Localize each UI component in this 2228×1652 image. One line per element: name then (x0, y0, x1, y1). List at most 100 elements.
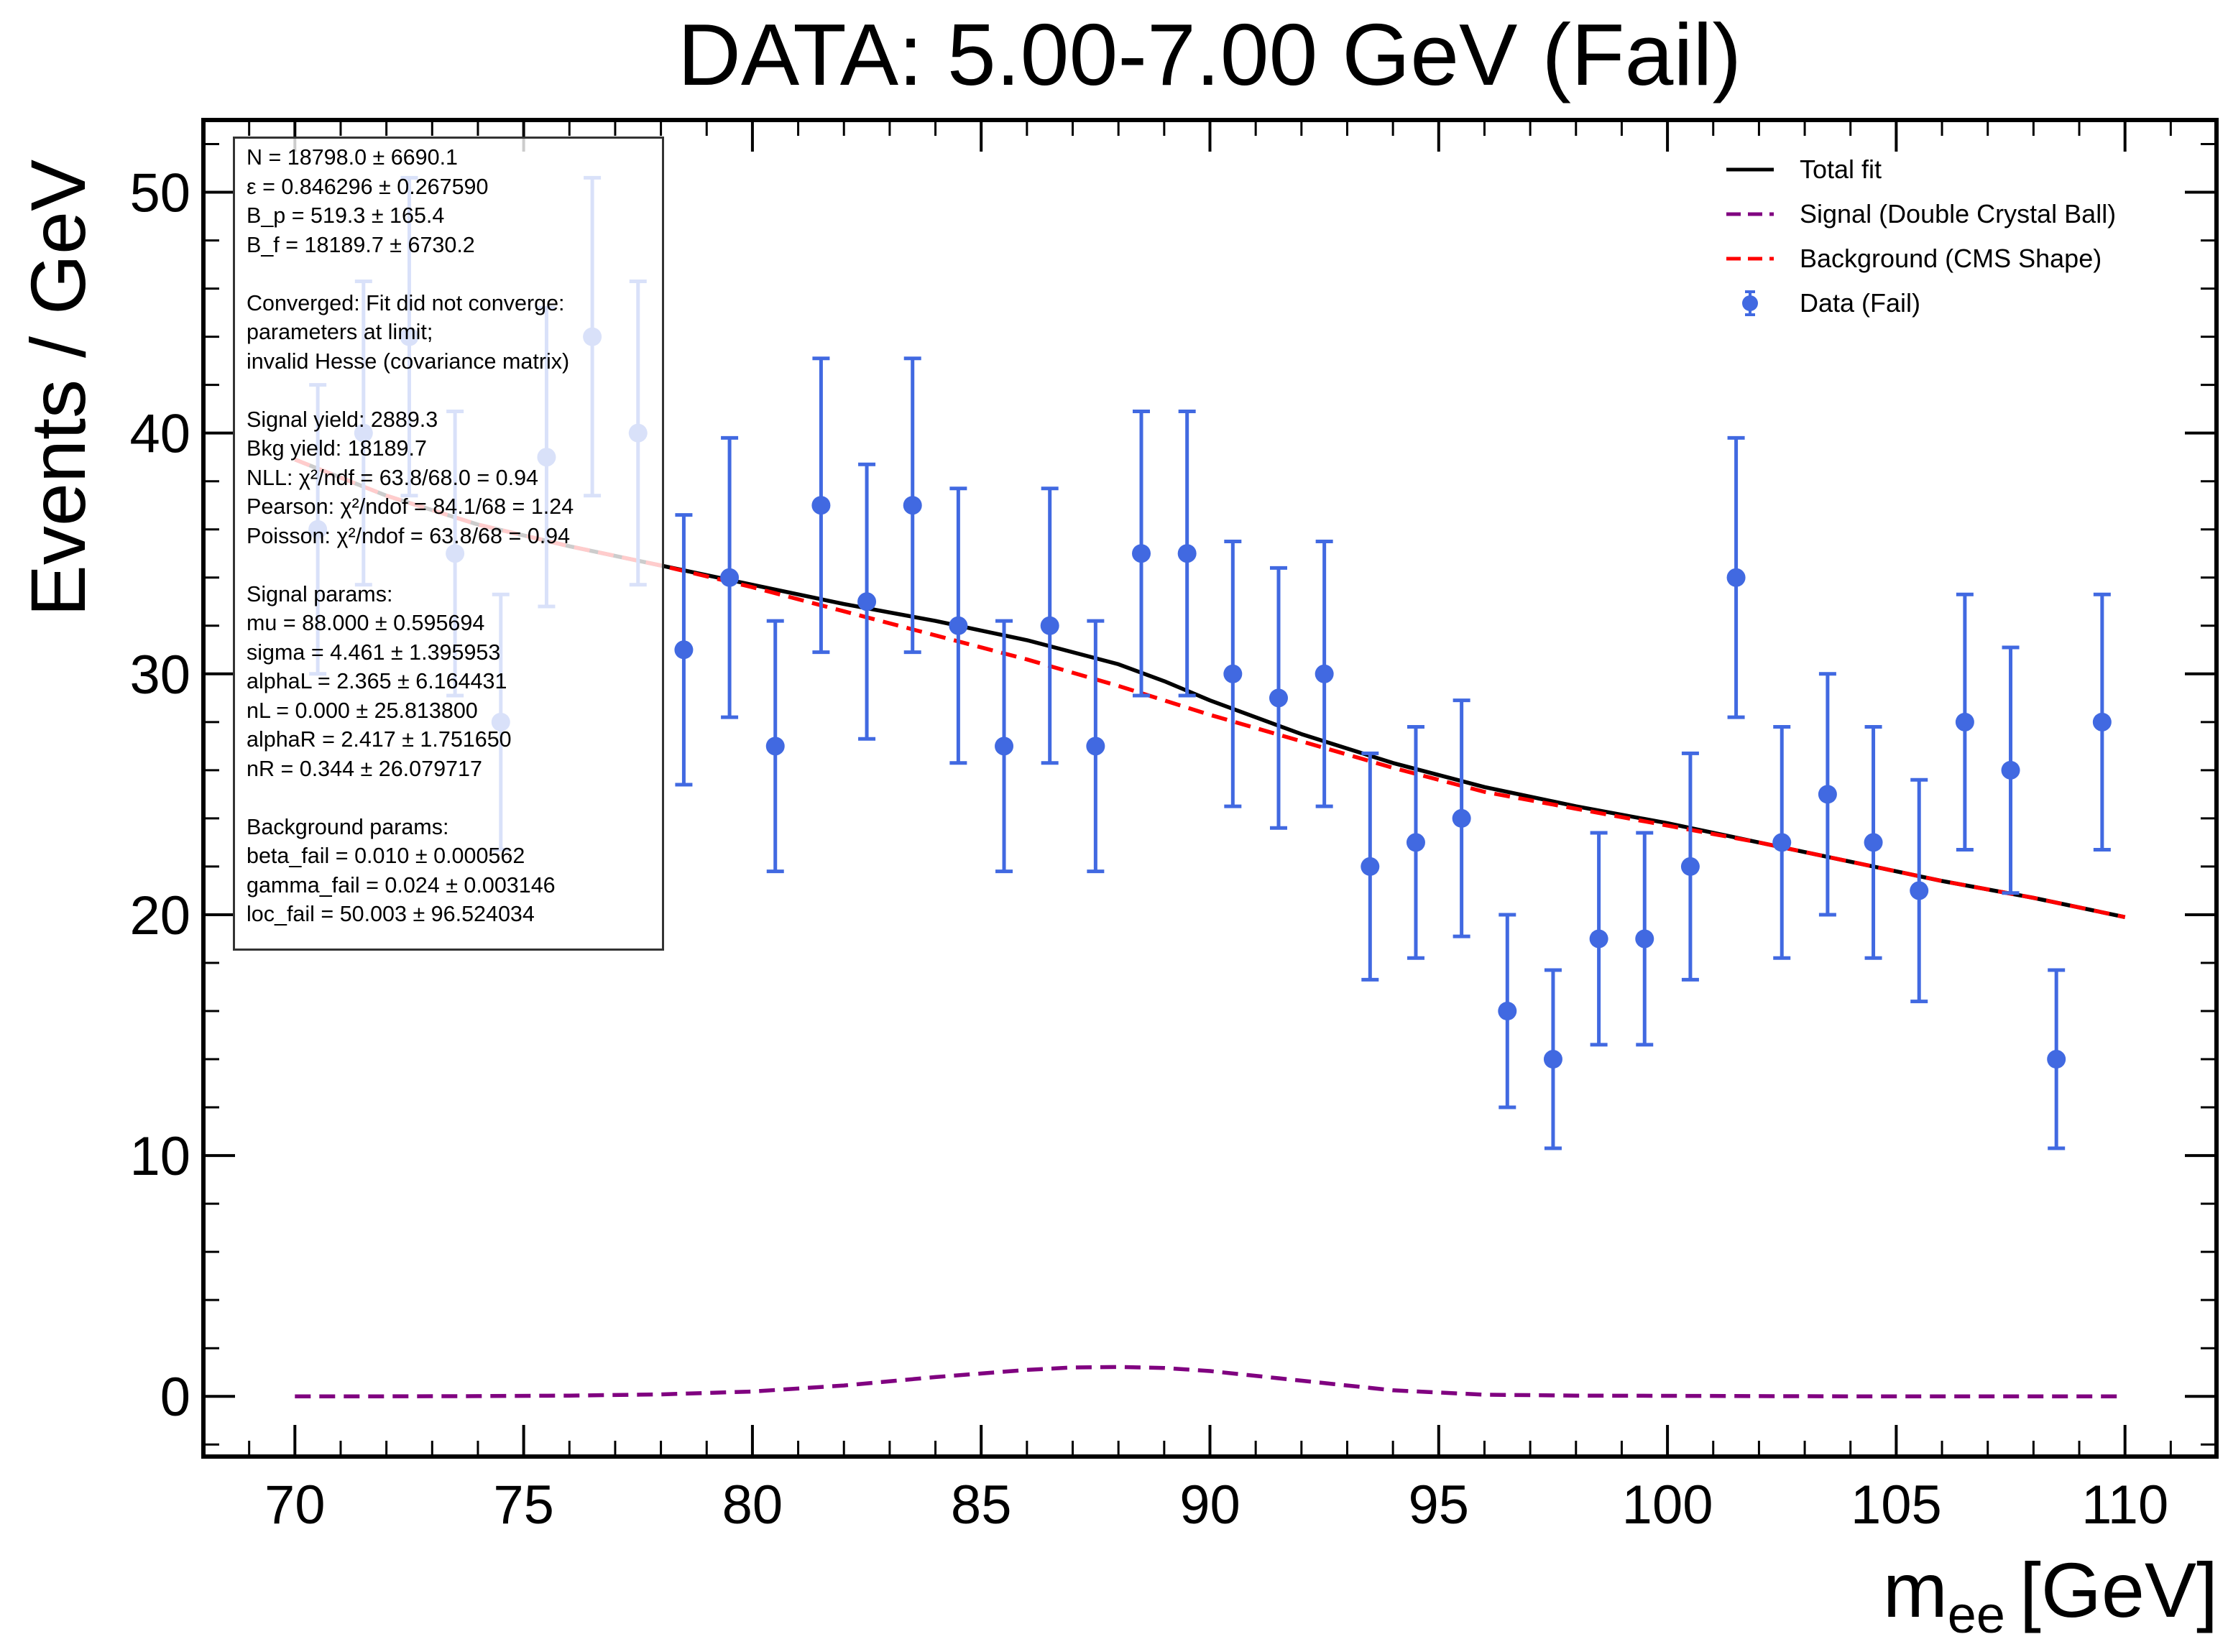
data-point (1818, 672, 1837, 917)
fit-result-line: Poisson: χ²/ndof = 63.8/68 = 0.94 (247, 523, 571, 548)
data-marker (1498, 1002, 1517, 1020)
x-tick-label: 105 (1851, 1475, 1942, 1536)
y-tick-label: 10 (129, 1126, 190, 1187)
data-marker (2047, 1050, 2066, 1069)
x-tick-label: 95 (1409, 1475, 1470, 1536)
data-point (765, 619, 785, 874)
data-point (1726, 435, 1746, 719)
fit-result-line: Pearson: χ²/ndof = 84.1/68 = 1.24 (247, 494, 574, 519)
data-marker (1543, 1050, 1562, 1069)
y-axis-label: Events / GeV (14, 160, 101, 617)
data-point (1910, 777, 1929, 1004)
data-marker (1315, 664, 1334, 683)
legend-label: Background (CMS Shape) (1800, 244, 2102, 273)
y-tick-label: 40 (129, 404, 190, 465)
data-marker (1955, 712, 1974, 732)
data-marker (765, 737, 785, 756)
data-marker (1361, 857, 1380, 876)
fit-result-line: B_p = 519.3 ± 165.4 (247, 203, 445, 228)
data-marker (674, 640, 694, 660)
legend-swatch (1726, 257, 1774, 261)
legend: Total fit Signal (Double Crystal Ball) Bac… (1725, 147, 2116, 326)
fit-result-line: Converged: Fit did not converge: (247, 290, 565, 315)
fit-result-line (247, 550, 653, 580)
fit-result-line: ε = 0.846296 ± 0.267590 (247, 174, 489, 199)
x-axis-label-unit: [GeV] (2020, 1546, 2218, 1633)
data-marker (949, 616, 968, 635)
data-marker (720, 568, 740, 587)
x-axis-label-subscript: ee (1948, 1587, 2005, 1644)
fit-result-line: alphaR = 2.417 ± 1.751650 (247, 727, 512, 752)
legend-marker (1742, 295, 1758, 311)
fit-result-line: beta_fail = 0.010 ± 0.000562 (247, 844, 525, 868)
data-point (720, 435, 740, 719)
data-marker (1040, 616, 1059, 635)
legend-item: Data (Fail) (1725, 281, 2116, 326)
data-point (1772, 725, 1792, 960)
x-tick-label: 110 (2081, 1475, 2168, 1536)
data-marker (1177, 544, 1197, 563)
fit-result-line: NLL: χ²/ndf = 63.8/68.0 = 0.94 (247, 465, 539, 490)
fit-result-line (247, 259, 653, 289)
data-point (857, 462, 877, 741)
fit-result-line: invalid Hesse (covariance matrix) (247, 349, 570, 374)
fit-results-box: N = 18798.0 ± 6690.1 ε = 0.846296 ± 0.267… (233, 137, 664, 951)
x-axis-label-main: m (1883, 1546, 1948, 1633)
y-tick-label: 30 (129, 645, 190, 706)
data-point (1086, 619, 1105, 874)
fit-result-line: Signal params: (247, 581, 393, 606)
data-point (903, 356, 922, 655)
data-marker (1406, 833, 1425, 852)
data-point (674, 513, 694, 787)
data-point (1132, 410, 1151, 698)
fit-result-line: loc_fail = 50.003 ± 96.524034 (247, 902, 535, 926)
y-tick-label: 20 (129, 885, 190, 946)
fit-result-line: gamma_fail = 0.024 ± 0.003146 (247, 872, 556, 897)
data-marker (1818, 785, 1837, 804)
fit-result-line: sigma = 4.461 ± 1.395953 (247, 640, 501, 665)
fit-result-line: Bkg yield: 18189.7 (247, 436, 427, 461)
legend-label: Signal (Double Crystal Ball) (1800, 199, 2117, 229)
data-marker (1680, 857, 1700, 876)
legend-swatch (1742, 290, 1758, 316)
data-point (1040, 486, 1059, 765)
y-tick-label: 0 (160, 1367, 190, 1428)
data-point (811, 356, 831, 655)
fit-result-line: parameters at limit; (247, 320, 433, 344)
legend-item: Signal (Double Crystal Ball) (1725, 192, 2116, 236)
data-point (1864, 725, 1883, 960)
series-line-signal-double-crystal-ball (295, 1365, 2125, 1398)
fit-result-line: alphaL = 2.365 ± 6.164431 (247, 669, 507, 693)
fit-result-line: N = 18798.0 ± 6690.1 (247, 145, 459, 170)
data-marker (1772, 833, 1792, 852)
data-point (2047, 968, 2066, 1150)
data-marker (903, 496, 922, 515)
data-marker (1132, 544, 1151, 563)
data-marker (857, 592, 877, 612)
data-point (949, 486, 968, 765)
data-marker (1864, 833, 1883, 852)
fit-result-line: nR = 0.344 ± 26.079717 (247, 756, 482, 781)
fit-result-line (247, 376, 653, 405)
data-marker (1910, 881, 1929, 900)
x-tick-label: 70 (264, 1475, 326, 1536)
x-tick-label: 100 (1622, 1475, 1713, 1536)
data-point (1406, 725, 1425, 960)
legend-label: Data (Fail) (1800, 288, 1921, 318)
data-point (1223, 539, 1243, 808)
data-point (1680, 751, 1700, 982)
y-tick-label: 50 (129, 163, 190, 224)
data-point (2001, 645, 2020, 895)
legend-swatch (1726, 212, 1774, 216)
x-axis-label: mee [GeV] (1883, 1546, 2218, 1644)
data-marker (811, 496, 831, 515)
fit-result-line: B_f = 18189.7 ± 6730.2 (247, 232, 475, 257)
legend-label: Total fit (1800, 154, 1882, 184)
legend-swatch (1726, 167, 1774, 172)
data-marker (2092, 712, 2112, 732)
fit-result-line (247, 783, 653, 813)
fit-result-line: Signal yield: 2889.3 (247, 407, 438, 432)
legend-item: Total fit (1725, 147, 2116, 192)
data-marker (1452, 808, 1471, 828)
